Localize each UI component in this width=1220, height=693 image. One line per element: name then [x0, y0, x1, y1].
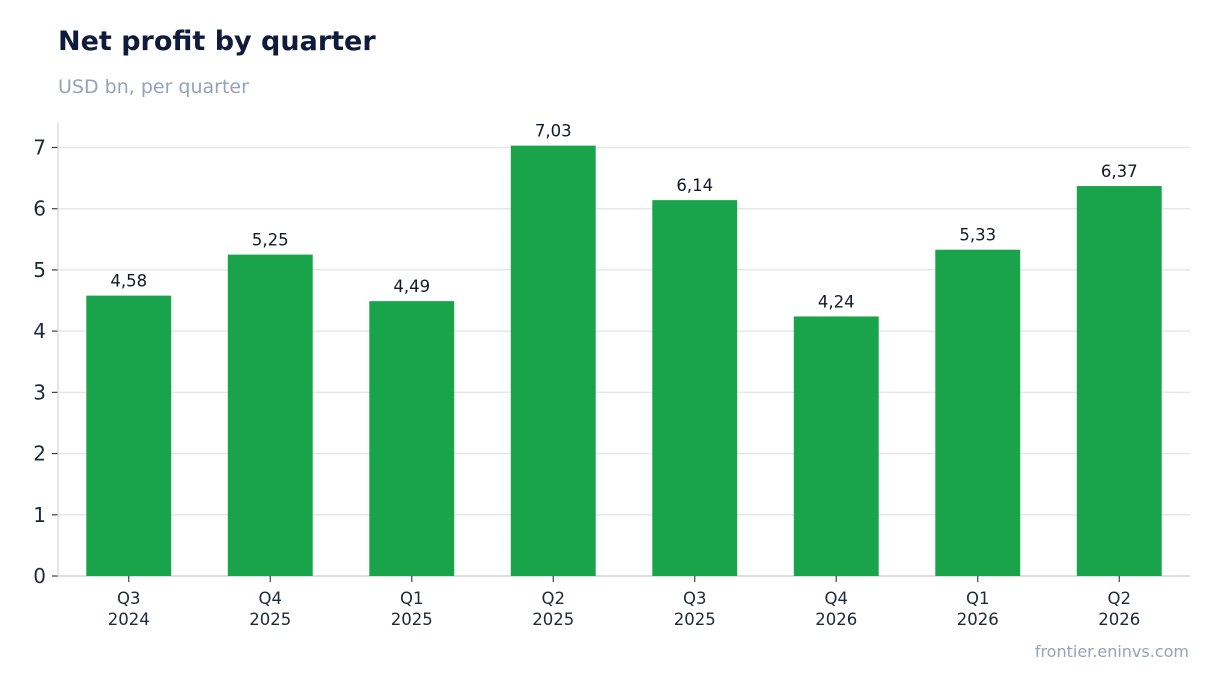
x-tick-label-year: 2026	[957, 610, 999, 629]
bar[interactable]	[1076, 186, 1162, 576]
x-tick-label-year: 2025	[674, 610, 716, 629]
x-tick-label-quarter: Q3	[683, 589, 707, 608]
x-tick-label-year: 2025	[391, 610, 433, 629]
x-tick-label-year: 2025	[532, 610, 574, 629]
x-tick-label-quarter: Q1	[400, 589, 424, 608]
bar[interactable]	[369, 301, 455, 576]
bar[interactable]	[510, 145, 596, 576]
bar[interactable]	[227, 254, 313, 576]
chart-subtitle: USD bn, per quarter	[58, 76, 249, 98]
bars	[86, 145, 1162, 576]
y-tick-label: 6	[33, 197, 46, 221]
x-tick-label-quarter: Q2	[1108, 589, 1132, 608]
bar-value-label: 6,37	[1101, 162, 1138, 181]
bar[interactable]	[86, 295, 172, 576]
chart-title: Net profit by quarter	[58, 26, 376, 57]
bar-value-label: 4,24	[818, 292, 855, 311]
x-tick-label-year: 2026	[1098, 610, 1140, 629]
bar[interactable]	[652, 200, 738, 576]
y-tick-label: 7	[33, 135, 46, 159]
x-tick-label-quarter: Q3	[117, 589, 141, 608]
y-tick-label: 3	[33, 380, 46, 404]
bar[interactable]	[793, 316, 879, 576]
source-link[interactable]: frontier.eninvs.com	[1034, 642, 1189, 661]
y-tick-label: 5	[33, 258, 46, 282]
y-tick-label: 2	[33, 442, 46, 466]
bar-value-label: 5,33	[959, 226, 996, 245]
y-tick-label: 1	[33, 503, 46, 527]
x-tick-label-quarter: Q4	[259, 589, 283, 608]
bar-value-label: 6,14	[676, 176, 713, 195]
x-tick-label-year: 2025	[249, 610, 291, 629]
bar-value-label: 4,49	[393, 277, 430, 296]
x-tick-label-quarter: Q4	[825, 589, 849, 608]
bar-value-label: 7,03	[535, 122, 572, 141]
y-tick-label: 0	[33, 564, 46, 588]
tick-labels: 0 1 2 3 4 5 6 7 Q3 2024 Q4 2025 Q1 2025 Q2 2025 Q3 2025 Q4…	[33, 135, 1140, 629]
x-tick-label-quarter: Q2	[542, 589, 566, 608]
bar-value-label: 4,58	[110, 272, 147, 291]
x-tick-label-year: 2026	[815, 610, 857, 629]
y-tick-label: 4	[33, 319, 46, 343]
x-tick-label-quarter: Q1	[966, 589, 990, 608]
bar-value-label: 5,25	[252, 231, 289, 250]
bar[interactable]	[935, 249, 1021, 576]
value-labels: 4,58 5,25 4,49 7,03 6,14 4,24 5,33 6,37	[110, 122, 1137, 312]
x-tick-label-year: 2024	[108, 610, 150, 629]
